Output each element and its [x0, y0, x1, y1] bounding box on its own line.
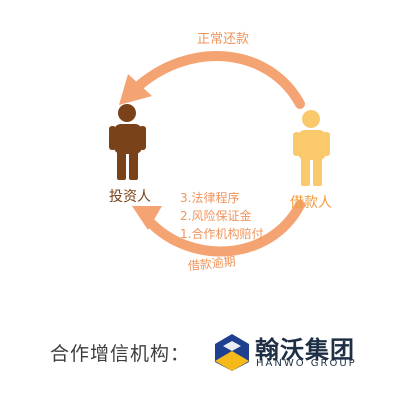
- protection-step: 1.合作机构赔付: [180, 226, 263, 241]
- protection-step: 3.法律程序: [180, 190, 239, 205]
- repayment-arrow: [129, 51, 305, 109]
- investor-label: 投资人: [109, 189, 151, 205]
- partner-label: 合作增信机构：: [50, 343, 191, 365]
- repayment-label: 正常还款: [197, 32, 249, 47]
- partner-logo: 翰沃集团 HANWO GROUP: [213, 330, 373, 374]
- repayment-arrow-head: [119, 74, 152, 105]
- investor-figure: [109, 104, 146, 180]
- borrower-label: 借款人: [290, 195, 332, 211]
- hanwo-logo-icon: [215, 334, 249, 371]
- borrower-figure: [293, 110, 330, 186]
- protection-step: 2.风险保证金: [180, 208, 251, 223]
- overdue-label: 借款逾期: [187, 253, 236, 273]
- logo-name-en: HANWO GROUP: [256, 358, 357, 369]
- overdue-arrow-head: [132, 206, 162, 230]
- logo-name-cn: 翰沃集团: [255, 336, 355, 364]
- overdue-arrow: [143, 200, 305, 257]
